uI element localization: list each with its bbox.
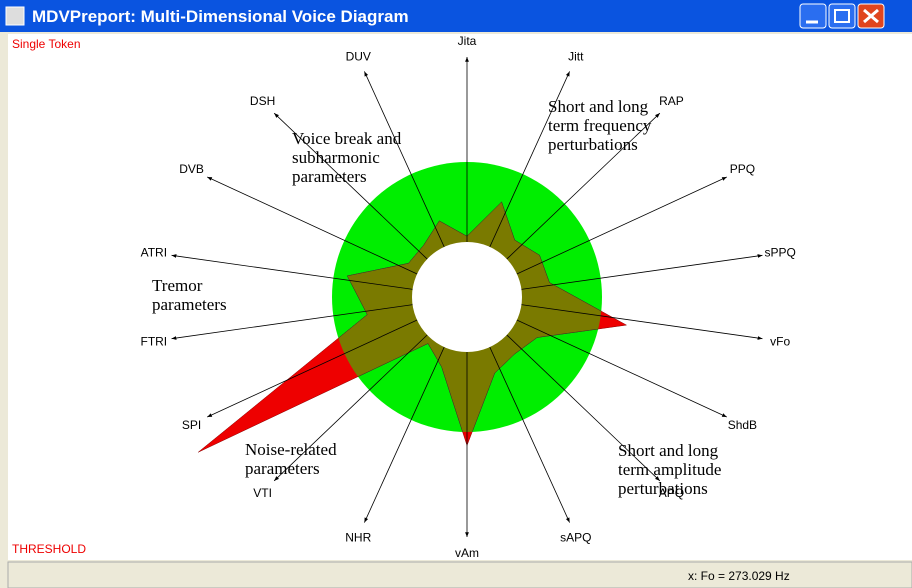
axis-label: Jitt <box>568 49 584 63</box>
axis-label: DUV <box>346 49 371 63</box>
axis-label: sPPQ <box>764 246 795 260</box>
app-icon <box>5 6 25 26</box>
axis-label: APQ <box>659 486 684 500</box>
annotation: perturbations <box>618 479 708 498</box>
single-token-label: Single Token <box>12 37 81 51</box>
axis-label: sAPQ <box>560 531 591 545</box>
axis-label: vAm <box>455 546 479 560</box>
inner-circle <box>412 242 522 352</box>
status-bar <box>7 561 912 588</box>
annotation: Noise-related <box>245 440 337 459</box>
voice-profile <box>332 201 602 432</box>
threshold-label: THRESHOLD <box>12 542 86 556</box>
close-icon <box>863 8 879 24</box>
axis-label: vFo <box>770 334 790 348</box>
window-title: MDVPreport: Multi-Dimensional Voice Diag… <box>32 7 409 26</box>
annotation: term frequency <box>548 116 652 135</box>
status-text: x: Fo = 273.029 Hz <box>688 569 790 583</box>
axis-label: NHR <box>345 531 371 545</box>
axis-label: RAP <box>659 94 684 108</box>
axis-label: ATRI <box>141 246 167 260</box>
annotation: parameters <box>245 459 320 478</box>
axis-label: VTI <box>253 486 272 500</box>
annotation: Short and long <box>618 441 719 460</box>
axis-label: ShdB <box>728 418 757 432</box>
axis-label: DVB <box>179 162 204 176</box>
axis-label: FTRI <box>140 334 167 348</box>
annotation: perturbations <box>548 135 638 154</box>
title-bar <box>0 0 912 32</box>
annotation: parameters <box>292 167 367 186</box>
minimize-button[interactable] <box>799 3 827 29</box>
annotation: term amplitude <box>618 460 721 479</box>
annotation: Tremor <box>152 276 203 295</box>
annotation: subharmonic <box>292 148 380 167</box>
axis-label: Jita <box>458 34 477 48</box>
axis-label: SPI <box>182 418 201 432</box>
maximize-button[interactable] <box>828 3 856 29</box>
maximize-icon <box>834 9 850 23</box>
axis-label: PPQ <box>730 162 755 176</box>
annotation: Voice break and <box>292 129 402 148</box>
annotation: Short and long <box>548 97 649 116</box>
axis-label: DSH <box>250 94 275 108</box>
annotation: parameters <box>152 295 227 314</box>
